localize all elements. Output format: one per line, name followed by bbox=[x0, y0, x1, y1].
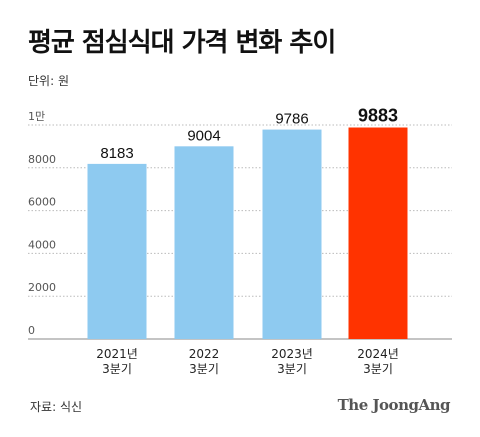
data-label: 9786 bbox=[275, 111, 308, 128]
x-tick-label: 2024년 bbox=[357, 347, 399, 361]
y-tick-label: 8000 bbox=[28, 153, 56, 166]
x-tick-label: 2023년 bbox=[271, 347, 313, 361]
bar bbox=[174, 146, 234, 339]
y-tick-label: 0 bbox=[28, 324, 35, 337]
bar bbox=[262, 129, 322, 339]
x-tick-label: 3분기 bbox=[363, 362, 393, 376]
x-tick-label: 3분기 bbox=[102, 362, 132, 376]
y-tick-label: 4000 bbox=[28, 238, 56, 251]
y-tick-label: 2000 bbox=[28, 281, 56, 294]
chart-title: 평균 점심식대 가격 변화 추이 bbox=[28, 28, 336, 58]
x-tick-label: 2021년 bbox=[96, 347, 138, 361]
bar bbox=[348, 127, 408, 339]
data-label: 8183 bbox=[100, 145, 133, 162]
bar bbox=[87, 163, 147, 339]
x-tick-label: 2022 bbox=[189, 347, 220, 361]
y-tick-label: 6000 bbox=[28, 196, 56, 209]
x-tick-label: 3분기 bbox=[277, 362, 307, 376]
data-label: 9004 bbox=[187, 127, 220, 144]
brand-logo: The JoongAng bbox=[337, 396, 451, 414]
unit-label: 단위: 원 bbox=[28, 74, 69, 88]
y-tick-label: 1만 bbox=[28, 110, 45, 123]
x-tick-label: 3분기 bbox=[189, 362, 219, 376]
source-label: 자료: 식신 bbox=[30, 400, 83, 414]
data-label: 9883 bbox=[358, 106, 398, 126]
